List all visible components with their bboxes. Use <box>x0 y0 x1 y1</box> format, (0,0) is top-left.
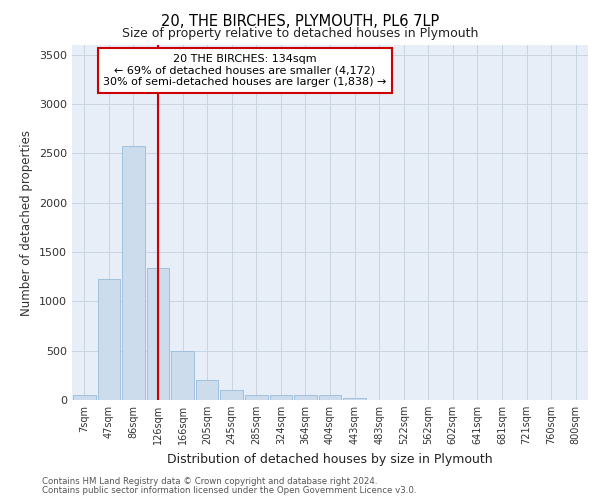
Bar <box>98 279 120 400</box>
Bar <box>73 394 95 400</box>
Bar <box>269 395 292 400</box>
Text: Contains HM Land Registry data © Crown copyright and database right 2024.: Contains HM Land Registry data © Crown c… <box>42 477 377 486</box>
Bar <box>122 146 145 400</box>
Text: 20, THE BIRCHES, PLYMOUTH, PL6 7LP: 20, THE BIRCHES, PLYMOUTH, PL6 7LP <box>161 14 439 29</box>
Y-axis label: Number of detached properties: Number of detached properties <box>20 130 34 316</box>
Text: 20 THE BIRCHES: 134sqm
← 69% of detached houses are smaller (4,172)
30% of semi-: 20 THE BIRCHES: 134sqm ← 69% of detached… <box>103 54 386 87</box>
Text: Size of property relative to detached houses in Plymouth: Size of property relative to detached ho… <box>122 28 478 40</box>
Bar <box>319 395 341 400</box>
Bar <box>171 351 194 400</box>
X-axis label: Distribution of detached houses by size in Plymouth: Distribution of detached houses by size … <box>167 452 493 466</box>
Text: Contains public sector information licensed under the Open Government Licence v3: Contains public sector information licen… <box>42 486 416 495</box>
Bar <box>146 268 169 400</box>
Bar <box>220 390 243 400</box>
Bar <box>343 398 366 400</box>
Bar <box>294 395 317 400</box>
Bar <box>196 380 218 400</box>
Bar <box>245 394 268 400</box>
